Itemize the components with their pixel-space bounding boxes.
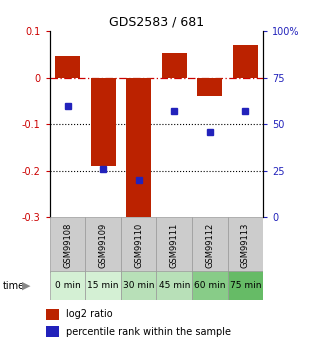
Text: 15 min: 15 min [87,281,119,290]
Text: GSM99110: GSM99110 [134,222,143,268]
Text: 30 min: 30 min [123,281,154,290]
Bar [228,271,263,300]
Text: log2 ratio: log2 ratio [66,309,113,319]
Bar [50,271,85,300]
Bar [162,53,187,78]
Bar [121,217,156,273]
Text: percentile rank within the sample: percentile rank within the sample [66,327,231,337]
Text: 45 min: 45 min [159,281,190,290]
Bar [192,271,228,300]
Bar [85,217,121,273]
Bar [50,217,85,273]
Bar [121,271,156,300]
Text: 75 min: 75 min [230,281,261,290]
Text: GSM99109: GSM99109 [99,222,108,268]
Text: GSM99111: GSM99111 [170,222,179,268]
Bar [46,326,59,337]
Text: 60 min: 60 min [194,281,226,290]
Bar [46,309,59,319]
Text: GSM99112: GSM99112 [205,222,214,268]
Text: GSM99113: GSM99113 [241,222,250,268]
Bar [197,78,222,96]
Text: ▶: ▶ [22,281,30,290]
Text: GSM99108: GSM99108 [63,222,72,268]
Bar [55,56,80,78]
Bar [192,217,228,273]
Bar [228,217,263,273]
Bar [156,217,192,273]
Bar [91,78,116,166]
Text: 0 min: 0 min [55,281,81,290]
Title: GDS2583 / 681: GDS2583 / 681 [109,16,204,29]
Bar [126,78,151,222]
Bar [156,271,192,300]
Text: time: time [3,281,25,290]
Bar [85,271,121,300]
Bar [233,45,258,78]
